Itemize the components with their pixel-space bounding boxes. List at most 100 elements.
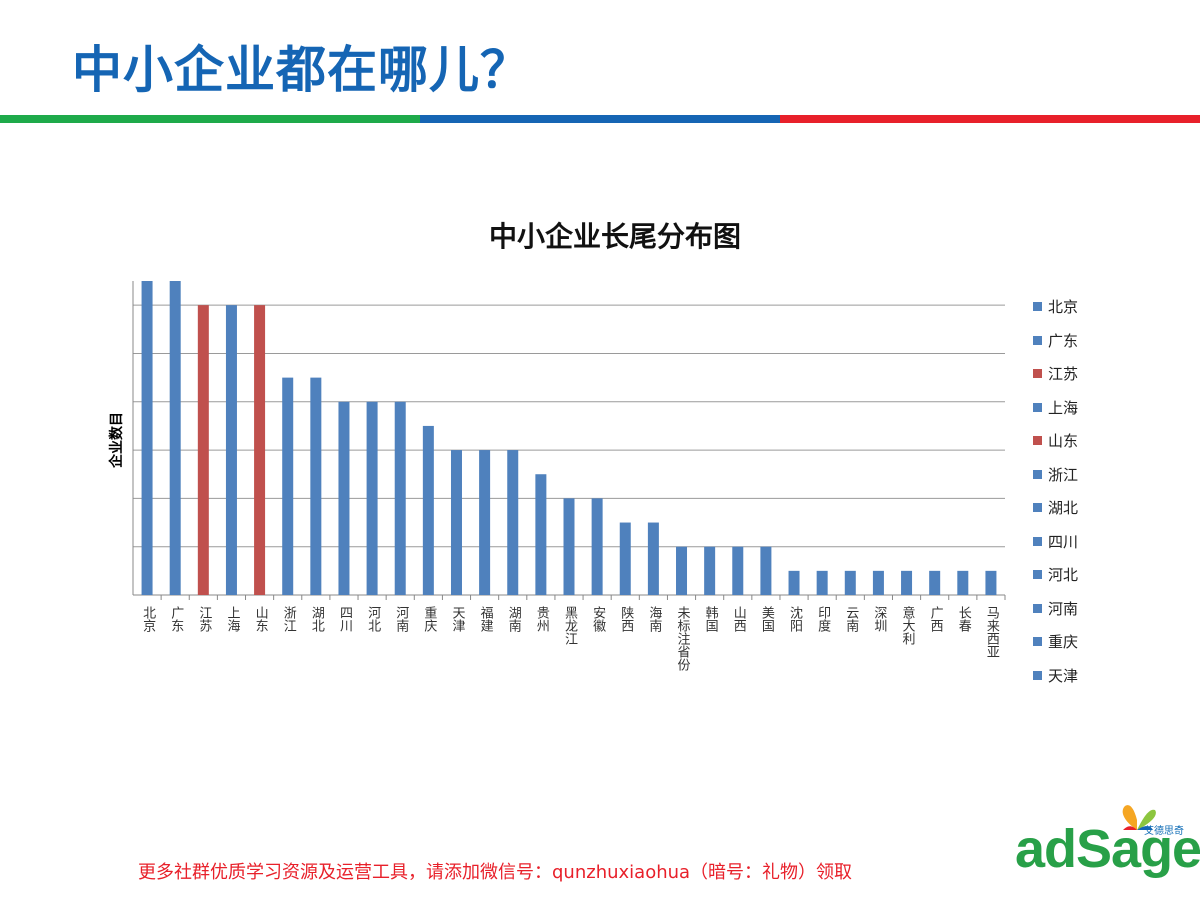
legend-item: 河北 bbox=[1033, 558, 1078, 592]
bar-广西 bbox=[929, 570, 941, 595]
slide-title: 中小企业都在哪儿？ bbox=[72, 41, 531, 99]
x-tick-label: 陕西 bbox=[618, 606, 634, 632]
legend-swatch bbox=[1033, 570, 1042, 580]
bar-陕西 bbox=[619, 522, 631, 595]
x-tick-label: 沈阳 bbox=[787, 606, 803, 632]
x-tick-label: 海南 bbox=[646, 606, 662, 632]
bar-马来西亚 bbox=[985, 570, 997, 595]
legend-swatch bbox=[1033, 302, 1042, 312]
butterfly-icon bbox=[1122, 805, 1156, 830]
x-tick-label: 安徽 bbox=[590, 606, 606, 632]
legend-label: 广东 bbox=[1048, 331, 1079, 350]
legend-item: 广东 bbox=[1033, 324, 1078, 358]
logo-wordmark-text: adSage bbox=[1015, 819, 1200, 879]
x-tick-label: 印度 bbox=[815, 606, 831, 632]
bar-河南 bbox=[394, 401, 406, 595]
bar-贵州 bbox=[535, 474, 547, 595]
legend-swatch bbox=[1033, 335, 1042, 345]
bar-上海 bbox=[225, 305, 237, 595]
legend-swatch bbox=[1033, 469, 1042, 479]
chart-title: 中小企业长尾分布图 bbox=[488, 220, 741, 253]
x-tick-label: 贵州 bbox=[533, 606, 549, 632]
bar-福建 bbox=[479, 450, 491, 595]
legend-item: 天津 bbox=[1033, 659, 1078, 693]
bar-湖北 bbox=[310, 377, 322, 595]
bar-湖南 bbox=[507, 450, 519, 595]
legend-item: 浙江 bbox=[1033, 458, 1078, 492]
x-tick-label: 重庆 bbox=[421, 606, 437, 632]
x-tick-label: 河南 bbox=[393, 606, 409, 632]
title-rule-red bbox=[780, 115, 1200, 123]
x-tick-label: 深圳 bbox=[871, 606, 887, 632]
bar-四川 bbox=[338, 401, 350, 595]
x-tick-label: 四川 bbox=[336, 606, 352, 632]
legend-swatch bbox=[1033, 637, 1042, 647]
bar-浙江 bbox=[282, 377, 294, 595]
logo-tagline: 艾德思奇 bbox=[1144, 826, 1184, 837]
legend-label: 浙江 bbox=[1048, 465, 1079, 484]
legend-swatch bbox=[1033, 503, 1042, 513]
bar-黑龙江 bbox=[563, 498, 575, 595]
bar-江苏 bbox=[197, 305, 209, 595]
legend-label: 天津 bbox=[1048, 666, 1079, 685]
adsage-logo: 艾德思奇 adSage bbox=[1015, 800, 1200, 890]
bar-河北 bbox=[366, 401, 378, 595]
x-tick-label: 意大利 bbox=[899, 606, 915, 645]
bar-未标注省份 bbox=[676, 546, 688, 595]
bar-印度 bbox=[816, 570, 828, 595]
logo-wordmark: adSage bbox=[1015, 818, 1200, 880]
x-tick-label: 韩国 bbox=[702, 606, 718, 632]
legend-swatch bbox=[1033, 670, 1042, 680]
bar-意大利 bbox=[901, 570, 913, 595]
x-tick-label: 云南 bbox=[843, 606, 859, 632]
title-rule-green bbox=[0, 115, 420, 123]
legend-item: 上海 bbox=[1033, 391, 1078, 425]
title-rule-blue bbox=[420, 115, 780, 123]
legend-item: 河南 bbox=[1033, 592, 1078, 626]
legend-label: 北京 bbox=[1048, 298, 1079, 317]
bar-北京 bbox=[141, 281, 153, 595]
legend-swatch bbox=[1033, 603, 1042, 613]
x-tick-label: 上海 bbox=[224, 606, 240, 632]
legend-item: 江苏 bbox=[1033, 357, 1078, 391]
bar-海南 bbox=[647, 522, 659, 595]
legend-item: 湖北 bbox=[1033, 491, 1078, 525]
x-tick-label: 江苏 bbox=[196, 606, 212, 632]
footer-note: 更多社群优质学习资源及运营工具，请添加微信号：qunzhuxiaohua（暗号：… bbox=[138, 862, 853, 883]
bar-沈阳 bbox=[788, 570, 800, 595]
x-tick-label: 未标注省份 bbox=[674, 606, 690, 671]
legend-item: 北京 bbox=[1033, 290, 1078, 324]
legend-label: 河北 bbox=[1048, 566, 1079, 585]
x-tick-label: 湖北 bbox=[308, 606, 324, 632]
bar-山东 bbox=[254, 305, 266, 595]
bar-山西 bbox=[732, 546, 744, 595]
bar-韩国 bbox=[704, 546, 716, 595]
bar-美国 bbox=[760, 546, 772, 595]
legend-label: 江苏 bbox=[1048, 365, 1079, 384]
x-tick-label: 长春 bbox=[955, 606, 971, 632]
legend-item: 山东 bbox=[1033, 424, 1078, 458]
legend-label: 湖北 bbox=[1048, 499, 1079, 518]
chart-legend: 北京广东江苏上海山东浙江湖北四川河北河南重庆天津 bbox=[1033, 290, 1078, 692]
legend-item: 四川 bbox=[1033, 525, 1078, 559]
x-tick-label: 黑龙江 bbox=[562, 606, 577, 645]
bar-广东 bbox=[169, 281, 181, 595]
x-tick-label: 马来西亚 bbox=[983, 606, 999, 658]
bar-安徽 bbox=[591, 498, 603, 595]
legend-label: 山东 bbox=[1048, 432, 1079, 451]
legend-swatch bbox=[1033, 369, 1042, 379]
legend-label: 重庆 bbox=[1048, 633, 1079, 652]
bar-重庆 bbox=[422, 425, 434, 595]
x-tick-label: 天津 bbox=[449, 606, 465, 632]
x-tick-label: 广东 bbox=[168, 606, 184, 632]
bar-云南 bbox=[844, 570, 856, 595]
x-tick-label: 山东 bbox=[252, 606, 268, 632]
legend-label: 四川 bbox=[1048, 532, 1079, 551]
legend-label: 河南 bbox=[1048, 599, 1079, 618]
x-tick-label: 美国 bbox=[758, 606, 774, 632]
x-tick-label: 山西 bbox=[730, 606, 746, 632]
x-tick-label: 北京 bbox=[140, 606, 156, 632]
x-tick-label: 广西 bbox=[927, 606, 943, 632]
x-tick-label: 湖南 bbox=[505, 606, 521, 632]
